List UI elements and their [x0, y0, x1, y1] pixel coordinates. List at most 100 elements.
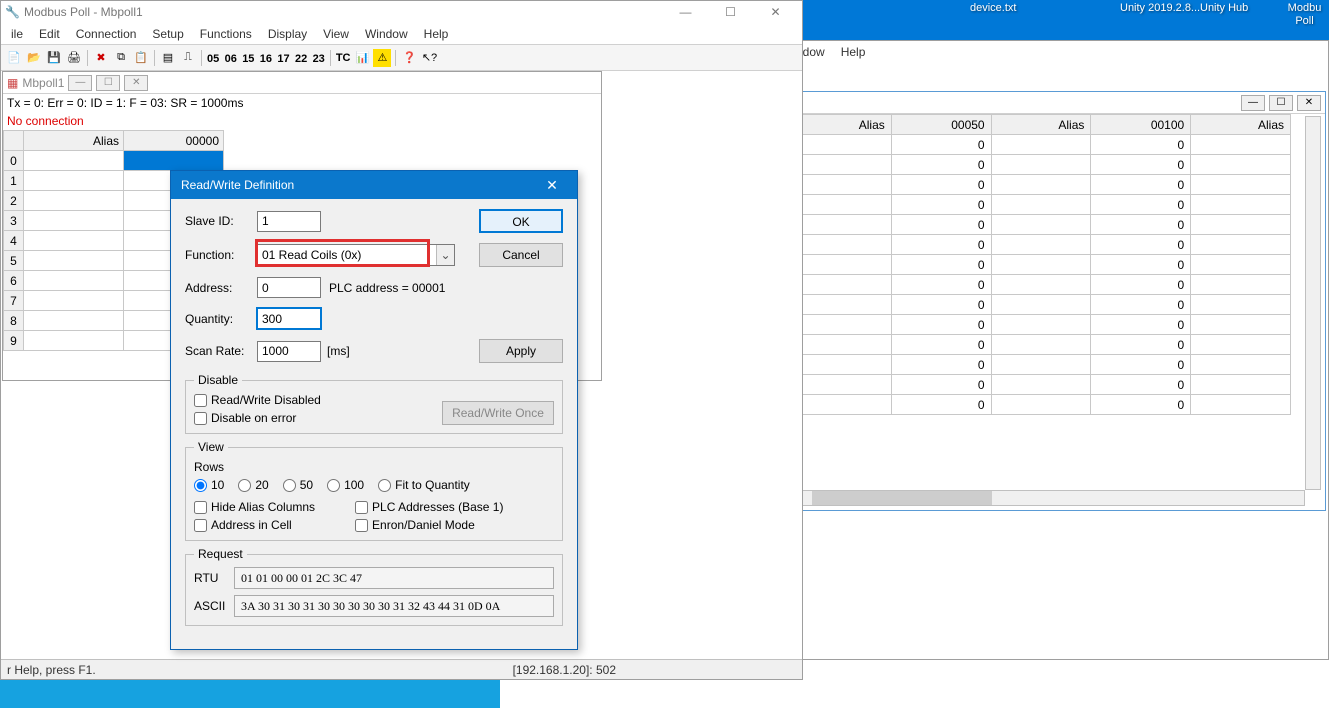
menu-ile[interactable]: ile	[3, 25, 31, 43]
menu-functions[interactable]: Functions	[192, 25, 260, 43]
address-label: Address:	[185, 281, 257, 295]
quantity-input[interactable]	[257, 308, 321, 329]
slave-id-label: Slave ID:	[185, 214, 257, 228]
connection-address: [192.168.1.20]: 502	[513, 663, 616, 677]
function-select[interactable]: 01 Read Coils (0x) ⌄	[257, 244, 455, 266]
plc-address-label: PLC address = 00001	[329, 281, 445, 295]
address-in-cell-checkbox[interactable]: Address in Cell	[194, 518, 315, 532]
desktop-shortcut[interactable]: device.txt	[970, 2, 1016, 15]
rows-label: Rows	[194, 460, 554, 474]
maximize-button[interactable]: ☐	[96, 75, 120, 91]
fn-code-06[interactable]: 06	[224, 53, 238, 65]
save-icon[interactable]: 💾	[45, 49, 63, 67]
vertical-scrollbar[interactable]	[1305, 116, 1321, 490]
maximize-button[interactable]: ☐	[708, 2, 753, 22]
desktop-shortcut[interactable]: Unity 2019.2.8...	[1120, 2, 1200, 15]
disable-group: Disable Read/Write Disabled Disable on e…	[185, 373, 563, 434]
status-bar: r Help, press F1. [192.168.1.20]: 502	[1, 659, 802, 679]
view-legend: View	[194, 440, 228, 454]
fn-code-15[interactable]: 15	[241, 53, 255, 65]
pulse-icon[interactable]: ⎍	[179, 49, 197, 67]
disable-on-error-checkbox[interactable]: Disable on error	[194, 411, 321, 425]
fn-code-17[interactable]: 17	[276, 53, 290, 65]
dialog-title: Read/Write Definition	[181, 178, 294, 192]
taskbar[interactable]	[0, 680, 500, 708]
enron-mode-checkbox[interactable]: Enron/Daniel Mode	[355, 518, 503, 532]
open-icon[interactable]: 📂	[25, 49, 43, 67]
copy-icon[interactable]: ⧉	[112, 49, 130, 67]
chart-icon[interactable]: 📊	[353, 49, 371, 67]
rows-option-10[interactable]: 10	[194, 478, 224, 492]
doc-icon: ▦	[7, 76, 18, 90]
menu-bar: ileEditConnectionSetupFunctionsDisplayVi…	[1, 23, 802, 45]
cut-icon[interactable]: ✖	[92, 49, 110, 67]
desktop-shortcut[interactable]: Modbu Poll	[1280, 2, 1329, 28]
mdi-title: Mbpoll1	[22, 76, 64, 90]
scan-rate-input[interactable]	[257, 341, 321, 362]
read-write-once-button: Read/Write Once	[442, 401, 554, 425]
ok-button[interactable]: OK	[479, 209, 563, 233]
address-input[interactable]	[257, 277, 321, 298]
tool-icon[interactable]: ▤	[159, 49, 177, 67]
ascii-label: ASCII	[194, 599, 234, 613]
menu-display[interactable]: Display	[260, 25, 315, 43]
fn-code-22[interactable]: 22	[294, 53, 308, 65]
slave-id-input[interactable]	[257, 211, 321, 232]
desktop-background	[803, 0, 1329, 40]
window-title: Modbus Poll - Mbpoll1	[24, 5, 143, 19]
toolbar: 📄 📂 💾 🖨 ✖ ⧉ 📋 ▤ ⎍ 05 06 15 16 17 22 23 T…	[1, 45, 802, 71]
data-grid-secondary[interactable]: Alias00050Alias00100Alias000000000000000…	[791, 114, 1291, 415]
menu-connection[interactable]: Connection	[68, 25, 145, 43]
cancel-button[interactable]: Cancel	[479, 243, 563, 267]
minimize-button[interactable]: —	[1241, 95, 1265, 111]
warn-icon[interactable]: ⚠	[373, 49, 391, 67]
rows-option-100[interactable]: 100	[327, 478, 364, 492]
hide-alias-checkbox[interactable]: Hide Alias Columns	[194, 500, 315, 514]
tx-status: Tx = 0: Err = 0: ID = 1: F = 03: SR = 10…	[3, 94, 601, 112]
quantity-label: Quantity:	[185, 312, 257, 326]
minimize-button[interactable]: —	[68, 75, 92, 91]
menu-window[interactable]: Window	[357, 25, 416, 43]
horizontal-scrollbar[interactable]	[795, 490, 1305, 506]
paste-icon[interactable]: 📋	[132, 49, 150, 67]
menu-setup[interactable]: Setup	[144, 25, 191, 43]
apply-button[interactable]: Apply	[479, 339, 563, 363]
new-icon[interactable]: 📄	[5, 49, 23, 67]
close-button[interactable]: ✕	[124, 75, 148, 91]
help-hint: r Help, press F1.	[7, 663, 96, 677]
rows-option-20[interactable]: 20	[238, 478, 268, 492]
menu-help[interactable]: Help	[833, 43, 874, 61]
minimize-button[interactable]: —	[663, 2, 708, 22]
desktop-shortcut[interactable]: Unity Hub	[1200, 2, 1248, 15]
rw-disabled-checkbox[interactable]: Read/Write Disabled	[194, 393, 321, 407]
secondary-app-window: ndow Help — ☐ ✕ Alias00050Alias00100Alia…	[785, 40, 1329, 660]
ascii-value: 3A 30 31 30 31 30 30 30 30 30 31 32 43 4…	[234, 595, 554, 617]
menu-edit[interactable]: Edit	[31, 25, 68, 43]
close-button[interactable]: ✕	[1297, 95, 1321, 111]
view-group: View Rows 10 20 50 100 Fit to Quantity Hide …	[185, 440, 563, 541]
request-group: Request RTU 01 01 00 00 01 2C 3C 47 ASCI…	[185, 547, 563, 626]
maximize-button[interactable]: ☐	[1269, 95, 1293, 111]
fn-code-05[interactable]: 05	[206, 53, 220, 65]
fn-code-23[interactable]: 23	[312, 53, 326, 65]
close-button[interactable]: ✕	[753, 2, 798, 22]
function-label: Function:	[185, 248, 257, 262]
tc-button[interactable]: TC	[335, 52, 352, 64]
about-icon[interactable]: ❓	[400, 49, 418, 67]
title-bar: 🔧 Modbus Poll - Mbpoll1 — ☐ ✕	[1, 1, 802, 23]
rows-option-50[interactable]: 50	[283, 478, 313, 492]
connection-status: No connection	[3, 112, 601, 130]
menu-help[interactable]: Help	[416, 25, 457, 43]
fn-code-16[interactable]: 16	[259, 53, 273, 65]
secondary-mdi-child: — ☐ ✕ Alias00050Alias00100Alias000000000…	[790, 91, 1326, 511]
menu-view[interactable]: View	[315, 25, 357, 43]
plc-base1-checkbox[interactable]: PLC Addresses (Base 1)	[355, 500, 503, 514]
function-value: 01 Read Coils (0x)	[262, 248, 361, 262]
rows-option-Fit to Quantity[interactable]: Fit to Quantity	[378, 478, 470, 492]
ms-label: [ms]	[327, 344, 350, 358]
print-icon[interactable]: 🖨	[65, 49, 83, 67]
read-write-definition-dialog: Read/Write Definition ✕ Slave ID: OK Fun…	[170, 170, 578, 650]
chevron-down-icon[interactable]: ⌄	[436, 245, 454, 265]
context-help-icon[interactable]: ↖?	[420, 49, 438, 67]
close-icon[interactable]: ✕	[537, 177, 567, 194]
